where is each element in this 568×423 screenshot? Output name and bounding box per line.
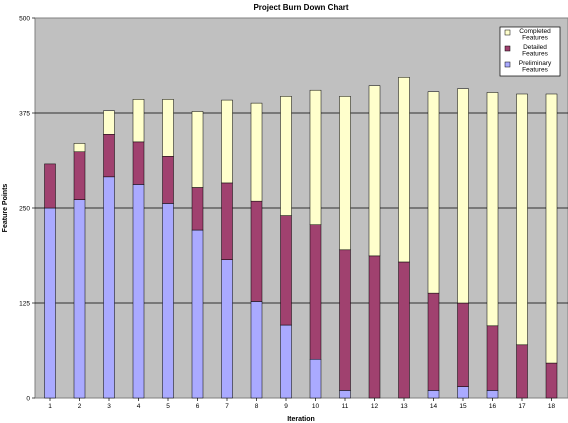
x-tick-label-13: 13 — [400, 403, 408, 410]
x-tick-label-14: 14 — [430, 403, 438, 410]
x-tick-label-4: 4 — [137, 403, 141, 410]
bar-13-series-2 — [398, 77, 410, 263]
y-tick-label-125: 125 — [19, 301, 30, 308]
legend-label-2-0: Preliminary — [519, 60, 552, 67]
bar-9-series-2 — [280, 96, 292, 216]
x-tick-label-1: 1 — [48, 403, 52, 410]
y-axis-title: Feature Points — [2, 184, 9, 233]
bar-9-series-1 — [280, 215, 292, 326]
chart-title: Project Burn Down Chart — [253, 3, 348, 12]
bar-7-series-1 — [221, 182, 233, 260]
bar-3-series-1 — [103, 134, 115, 178]
x-tick-label-12: 12 — [371, 403, 379, 410]
bar-15-series-1 — [457, 302, 469, 387]
bar-11-series-0 — [339, 390, 351, 399]
x-tick-label-10: 10 — [312, 403, 320, 410]
bar-13-series-1 — [398, 261, 410, 399]
legend-label-2-1: Features — [522, 67, 548, 74]
bar-14-series-0 — [427, 390, 440, 399]
bar-14-series-2 — [427, 91, 440, 294]
bar-17-series-2 — [516, 93, 528, 346]
y-axis-ticks: 0 125 250 375 500 — [19, 16, 35, 403]
x-tick-label-11: 11 — [342, 403, 349, 410]
bar-3-series-0 — [103, 176, 115, 399]
x-tick-label-18: 18 — [548, 403, 556, 410]
bar-14-series-1 — [427, 292, 440, 391]
legend-label-1-1: Features — [522, 51, 548, 58]
bar-2-series-0 — [73, 199, 86, 399]
legend-swatch-2 — [504, 61, 511, 68]
bar-1-series-1 — [44, 163, 56, 209]
x-tick-label-15: 15 — [459, 403, 467, 410]
y-tick-label-0: 0 — [26, 396, 30, 403]
x-tick-label-17: 17 — [518, 403, 526, 410]
bar-11-series-2 — [339, 96, 351, 251]
bar-10-series-1 — [309, 224, 322, 360]
bar-5-series-0 — [162, 203, 174, 399]
bar-2-series-2 — [73, 143, 86, 153]
bar-4-series-0 — [132, 184, 145, 399]
bar-6-series-0 — [191, 229, 204, 399]
legend-label-1-0: Detailed — [523, 44, 547, 51]
legend-label-0-0: Completed — [519, 28, 551, 35]
bar-10-series-2 — [309, 89, 322, 225]
bar-6-series-1 — [191, 187, 204, 231]
bar-9-series-0 — [280, 324, 292, 399]
bar-11-series-1 — [339, 249, 351, 391]
y-tick-label-375: 375 — [19, 111, 30, 118]
legend-swatch-0 — [504, 29, 511, 36]
bar-4-series-2 — [132, 99, 145, 143]
y-tick-label-250: 250 — [19, 206, 30, 213]
x-tick-label-2: 2 — [78, 403, 82, 410]
x-tick-label-5: 5 — [166, 403, 170, 410]
bar-2-series-1 — [73, 151, 86, 200]
bar-5-series-2 — [162, 99, 174, 157]
bar-1-series-0 — [44, 207, 56, 399]
x-tick-label-8: 8 — [255, 403, 259, 410]
bar-15-series-0 — [457, 386, 469, 399]
x-tick-label-9: 9 — [284, 403, 288, 410]
bar-18-series-2 — [545, 93, 558, 364]
bar-12-series-2 — [368, 85, 381, 257]
bar-series — [44, 77, 558, 399]
x-tick-label-6: 6 — [196, 403, 200, 410]
bar-16-series-0 — [486, 390, 499, 399]
legend: CompletedFeaturesDetailedFeaturesPrelimi… — [499, 26, 561, 77]
x-tick-label-3: 3 — [107, 403, 111, 410]
bar-8-series-2 — [250, 102, 263, 202]
gridlines — [35, 112, 568, 304]
bar-5-series-1 — [162, 156, 174, 204]
bar-15-series-2 — [457, 88, 469, 304]
x-axis-ticks: 1 2 3 4 5 6 7 8 9 10 11 12 13 14 15 16 17 18 — [48, 398, 555, 410]
bar-6-series-2 — [191, 111, 204, 188]
x-tick-label-16: 16 — [489, 403, 497, 410]
bar-8-series-0 — [250, 301, 263, 399]
bar-16-series-2 — [486, 92, 499, 327]
bar-7-series-2 — [221, 99, 233, 184]
y-tick-label-500: 500 — [19, 16, 30, 23]
legend-swatch-1 — [504, 45, 511, 52]
bar-8-series-1 — [250, 200, 263, 302]
bar-7-series-0 — [221, 259, 233, 399]
bar-4-series-1 — [132, 141, 145, 185]
x-axis-title: Iteration — [287, 416, 315, 423]
x-tick-label-7: 7 — [225, 403, 229, 410]
bar-12-series-1 — [368, 255, 381, 399]
bar-17-series-1 — [516, 344, 528, 399]
bar-10-series-0 — [309, 358, 322, 399]
bar-3-series-2 — [103, 110, 115, 135]
legend-label-0-1: Features — [522, 35, 548, 42]
bar-16-series-1 — [486, 325, 499, 391]
bar-18-series-1 — [545, 362, 558, 399]
